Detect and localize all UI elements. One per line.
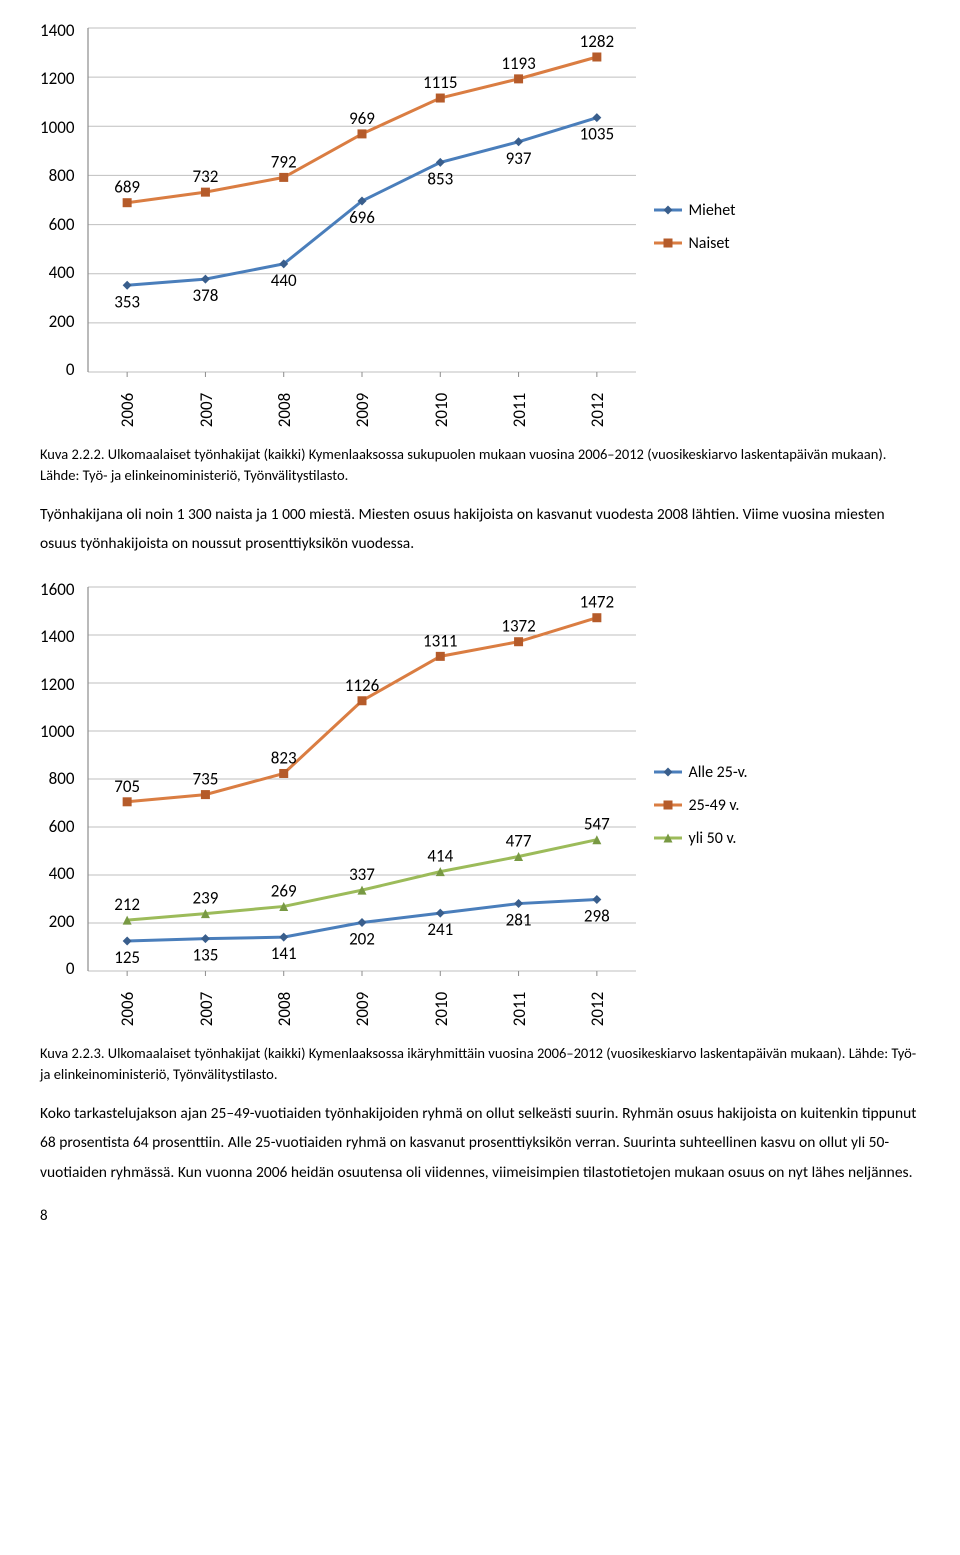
svg-text:1282: 1282 <box>580 31 614 52</box>
x-tick-label: 2008 <box>260 970 308 1048</box>
page: 1400120010008006004002000 35337844069685… <box>0 0 960 1265</box>
legend-item: 25-49 v. <box>654 796 747 815</box>
legend-item: Naiset <box>654 234 735 253</box>
y-tick-label: 1200 <box>40 674 74 695</box>
svg-text:337: 337 <box>350 864 376 885</box>
svg-text:823: 823 <box>271 747 297 768</box>
x-tick-label: 2009 <box>338 970 386 1048</box>
chart2-plot-column: 125 135 141 202 241 281 298 705 735 823 1126 1311 13… <box>82 579 642 1033</box>
x-tick-label: 2012 <box>573 970 621 1048</box>
y-tick-label: 1000 <box>40 721 74 742</box>
svg-text:969: 969 <box>350 108 376 129</box>
svg-text:1193: 1193 <box>502 53 536 74</box>
page-number: 8 <box>40 1207 920 1225</box>
x-tick-label: 2011 <box>495 970 543 1048</box>
chart1-x-axis: 2006200720082009201020112012 <box>82 386 642 434</box>
y-tick-label: 0 <box>40 359 74 380</box>
x-tick-label: 2009 <box>338 371 386 449</box>
y-tick-label: 1400 <box>40 20 74 41</box>
svg-text:298: 298 <box>584 905 610 926</box>
chart1-plot: 353 378 440 696 853 937 1035 689 732 792 969 1115 11… <box>82 20 642 380</box>
svg-text:792: 792 <box>271 151 297 172</box>
svg-text:1126: 1126 <box>345 675 380 696</box>
svg-text:696: 696 <box>350 207 376 228</box>
svg-text:1035: 1035 <box>580 124 614 145</box>
paragraph-1: Työnhakijana oli noin 1 300 naista ja 1 … <box>40 500 920 559</box>
svg-text:853: 853 <box>428 168 454 189</box>
paragraph-2: Koko tarkastelujakson ajan 25–49-vuotiai… <box>40 1099 920 1187</box>
legend-label: Naiset <box>688 234 729 253</box>
chart1-plot-column: 353 378 440 696 853 937 1035 689 732 792 969 1115 11… <box>82 20 642 434</box>
chart2-legend: Alle 25-v. 25-49 v. yli 50 v. <box>642 579 747 1033</box>
svg-text:1472: 1472 <box>580 592 614 613</box>
chart-age-inner: 1600 1400 1200 1000 800 600 400 200 0 125 135 141 2… <box>40 579 800 1033</box>
x-tick-label: 2010 <box>417 970 465 1048</box>
legend-label: Miehet <box>688 201 735 220</box>
svg-text:440: 440 <box>271 270 297 291</box>
chart-gender: 1400 1200 1000 800 600 400 200 0 353 378 440 696 85… <box>40 20 800 434</box>
svg-text:547: 547 <box>584 814 610 835</box>
legend-item: Miehet <box>654 201 735 220</box>
svg-text:1372: 1372 <box>502 616 536 637</box>
svg-text:125: 125 <box>115 947 141 968</box>
x-tick-label: 2012 <box>573 371 621 449</box>
svg-text:239: 239 <box>193 888 219 909</box>
chart2-x-axis: 2006200720082009201020112012 <box>82 985 642 1033</box>
legend-label: yli 50 v. <box>688 829 736 848</box>
y-tick-label: 1000 <box>40 117 74 138</box>
x-tick-label: 2006 <box>104 371 152 449</box>
svg-text:414: 414 <box>428 846 454 867</box>
x-tick-label: 2008 <box>260 371 308 449</box>
y-tick-label: 1600 <box>40 579 74 600</box>
y-tick-label: 200 <box>40 911 74 932</box>
svg-text:212: 212 <box>115 894 141 915</box>
chart2-plot: 125 135 141 202 241 281 298 705 735 823 1126 1311 13… <box>82 579 642 979</box>
svg-text:269: 269 <box>271 880 297 901</box>
legend-label: Alle 25-v. <box>688 763 747 782</box>
y-tick-label: 1400 <box>40 626 74 647</box>
svg-text:477: 477 <box>506 830 532 851</box>
y-tick-label: 600 <box>40 214 74 235</box>
svg-text:1115: 1115 <box>424 72 458 93</box>
chart1-y-axis: 1400 1200 1000 800 600 400 200 0 <box>40 20 82 380</box>
y-tick-label: 400 <box>40 262 74 283</box>
y-tick-label: 400 <box>40 863 74 884</box>
svg-text:735: 735 <box>193 769 219 790</box>
caption-chart1: Kuva 2.2.2. Ulkomaalaiset työnhakijat (k… <box>40 444 920 486</box>
x-tick-label: 2007 <box>182 371 230 449</box>
y-tick-label: 800 <box>40 768 74 789</box>
x-tick-label: 2011 <box>495 371 543 449</box>
legend-label: 25-49 v. <box>688 796 739 815</box>
svg-text:705: 705 <box>115 776 141 797</box>
svg-text:353: 353 <box>115 291 141 312</box>
x-tick-label: 2010 <box>417 371 465 449</box>
y-tick-label: 600 <box>40 816 74 837</box>
svg-text:141: 141 <box>271 943 297 964</box>
svg-text:732: 732 <box>193 166 219 187</box>
legend-item: Alle 25-v. <box>654 763 747 782</box>
svg-text:202: 202 <box>350 928 376 949</box>
svg-text:281: 281 <box>506 909 532 930</box>
svg-text:378: 378 <box>193 285 219 306</box>
y-tick-label: 0 <box>40 958 74 979</box>
x-tick-label: 2007 <box>182 970 230 1048</box>
svg-text:135: 135 <box>193 945 219 966</box>
legend-item: yli 50 v. <box>654 829 747 848</box>
caption-chart2: Kuva 2.2.3. Ulkomaalaiset työnhakijat (k… <box>40 1043 920 1085</box>
chart-gender-inner: 1400 1200 1000 800 600 400 200 0 353 378 440 696 85… <box>40 20 800 434</box>
y-tick-label: 800 <box>40 165 74 186</box>
svg-text:1311: 1311 <box>424 630 458 651</box>
svg-text:241: 241 <box>428 919 454 940</box>
chart-age: 1600 1400 1200 1000 800 600 400 200 0 125 135 141 2… <box>40 579 800 1033</box>
svg-text:937: 937 <box>506 148 532 169</box>
chart1-legend: Miehet Naiset <box>642 20 735 434</box>
y-tick-label: 200 <box>40 311 74 332</box>
chart2-y-axis: 1600 1400 1200 1000 800 600 400 200 0 <box>40 579 82 979</box>
y-tick-label: 1200 <box>40 68 74 89</box>
svg-text:689: 689 <box>115 177 141 198</box>
x-tick-label: 2006 <box>104 970 152 1048</box>
